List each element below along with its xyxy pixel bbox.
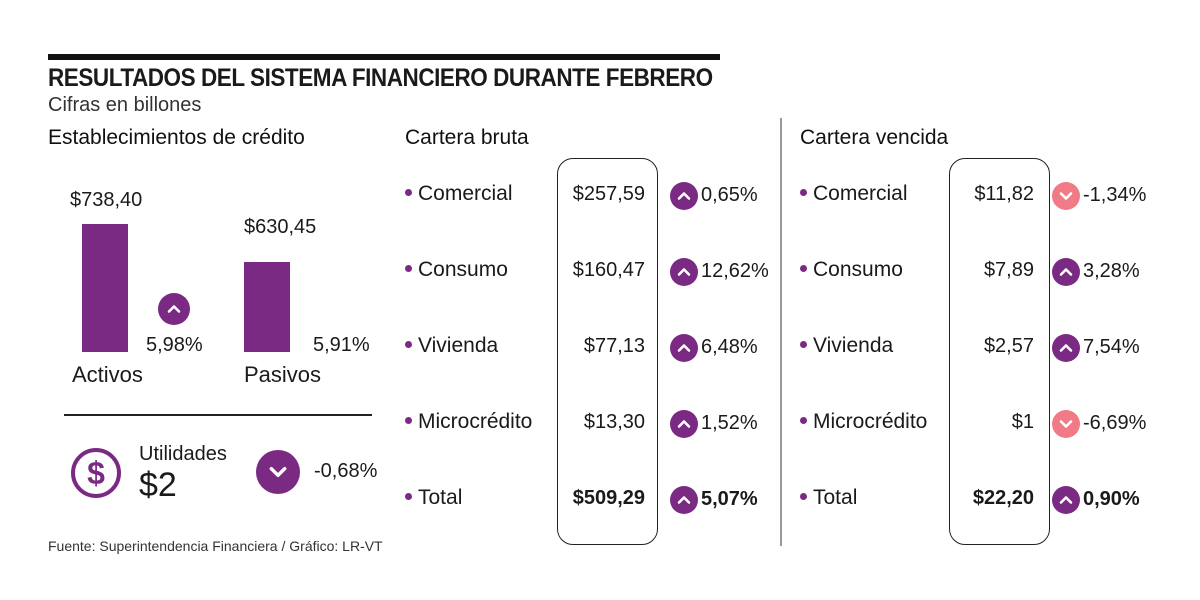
utilidades-value: $2 bbox=[139, 466, 177, 504]
pasivos-label: Pasivos bbox=[244, 362, 322, 387]
row-change: 1,52% bbox=[701, 412, 758, 434]
row-value: $160,47 bbox=[572, 259, 645, 281]
row-label-text: Microcrédito bbox=[418, 410, 533, 433]
title-rule bbox=[48, 54, 720, 60]
divider bbox=[64, 414, 372, 416]
activos-label: Activos bbox=[72, 362, 143, 387]
row-label-1: Consumo bbox=[405, 258, 508, 282]
arrow-up-icon bbox=[670, 182, 698, 210]
row-change: 5,07% bbox=[701, 488, 758, 510]
row-value: $77,13 bbox=[583, 335, 645, 357]
row-change: 6,48% bbox=[701, 336, 758, 358]
source-note: Fuente: Superintendencia Financiera / Gr… bbox=[48, 538, 383, 554]
row-label-text: Consumo bbox=[813, 258, 903, 281]
bullet-icon bbox=[405, 416, 412, 424]
row-value: $2,57 bbox=[983, 335, 1034, 357]
bullet-icon bbox=[800, 340, 807, 348]
row-label-0: Comercial bbox=[405, 182, 513, 206]
arrow-up-icon bbox=[1052, 258, 1080, 286]
arrow-down-icon bbox=[1052, 410, 1080, 438]
establecimientos-heading: Establecimientos de crédito bbox=[48, 126, 305, 149]
row-value: $509,29 bbox=[572, 487, 645, 509]
row-value: $1 bbox=[1011, 411, 1034, 433]
row-value: $257,59 bbox=[572, 183, 645, 205]
pasivos-bar bbox=[244, 262, 290, 352]
activos-bar bbox=[82, 224, 128, 352]
activos-value-label: $738,40 bbox=[70, 189, 143, 211]
utilidades-change: -0,68% bbox=[314, 460, 378, 482]
row-value: $11,82 bbox=[974, 183, 1034, 205]
row-label-text: Consumo bbox=[418, 258, 508, 281]
row-change: 12,62% bbox=[701, 260, 769, 282]
cartera-bruta-values-box bbox=[557, 158, 658, 545]
arrow-up-icon bbox=[670, 334, 698, 362]
row-change: 7,54% bbox=[1083, 336, 1140, 358]
row-change: 3,28% bbox=[1083, 260, 1140, 282]
row-label-text: Comercial bbox=[813, 182, 908, 205]
arrow-up-icon bbox=[1052, 334, 1080, 362]
utilidades-label: Utilidades bbox=[139, 443, 227, 465]
row-label-text: Vivienda bbox=[418, 334, 499, 357]
pasivos-value-label: $630,45 bbox=[244, 216, 317, 238]
activos-change: 5,98% bbox=[146, 334, 203, 356]
cartera-bruta-heading: Cartera bruta bbox=[405, 126, 529, 149]
page-title: RESULTADOS DEL SISTEMA FINANCIERO DURANT… bbox=[48, 64, 713, 92]
bullet-icon bbox=[800, 264, 807, 272]
row-label-1: Consumo bbox=[800, 258, 903, 282]
row-label-2: Vivienda bbox=[800, 334, 893, 358]
bullet-icon bbox=[405, 492, 412, 500]
bullet-icon bbox=[800, 188, 807, 196]
arrow-down-icon bbox=[1052, 182, 1080, 210]
arrow-up-icon bbox=[670, 486, 698, 514]
bullet-icon bbox=[405, 188, 412, 196]
cartera-vencida-values-box bbox=[949, 158, 1050, 545]
row-change: 0,90% bbox=[1083, 488, 1140, 510]
row-label-4: Total bbox=[405, 486, 462, 510]
bullet-icon bbox=[405, 340, 412, 348]
row-label-2: Vivienda bbox=[405, 334, 498, 358]
page-subtitle: Cifras en billones bbox=[48, 94, 202, 116]
row-label-text: Comercial bbox=[418, 182, 513, 205]
dollar-circle-icon: $ bbox=[70, 447, 122, 499]
row-change: 0,65% bbox=[701, 184, 758, 206]
utilidades-down-icon bbox=[256, 450, 300, 494]
row-change: -6,69% bbox=[1083, 412, 1147, 434]
row-change: -1,34% bbox=[1083, 184, 1147, 206]
svg-text:$: $ bbox=[87, 455, 105, 491]
row-label-text: Total bbox=[418, 486, 463, 509]
row-label-0: Comercial bbox=[800, 182, 908, 206]
arrow-up-icon bbox=[1052, 486, 1080, 514]
arrow-up-icon bbox=[670, 258, 698, 286]
activos-up-icon bbox=[158, 293, 190, 325]
row-label-3: Microcrédito bbox=[405, 410, 532, 434]
row-label-text: Vivienda bbox=[813, 334, 894, 357]
bullet-icon bbox=[800, 416, 807, 424]
row-label-text: Microcrédito bbox=[813, 410, 928, 433]
row-value: $22,20 bbox=[972, 487, 1034, 509]
bullet-icon bbox=[405, 264, 412, 272]
pasivos-change: 5,91% bbox=[313, 334, 370, 356]
row-value: $7,89 bbox=[983, 259, 1034, 281]
cartera-vencida-heading: Cartera vencida bbox=[800, 126, 949, 149]
row-label-text: Total bbox=[813, 486, 858, 509]
arrow-up-icon bbox=[670, 410, 698, 438]
vertical-separator bbox=[780, 118, 782, 546]
row-value: $13,30 bbox=[583, 411, 645, 433]
row-label-4: Total bbox=[800, 486, 857, 510]
row-label-3: Microcrédito bbox=[800, 410, 927, 434]
bullet-icon bbox=[800, 492, 807, 500]
